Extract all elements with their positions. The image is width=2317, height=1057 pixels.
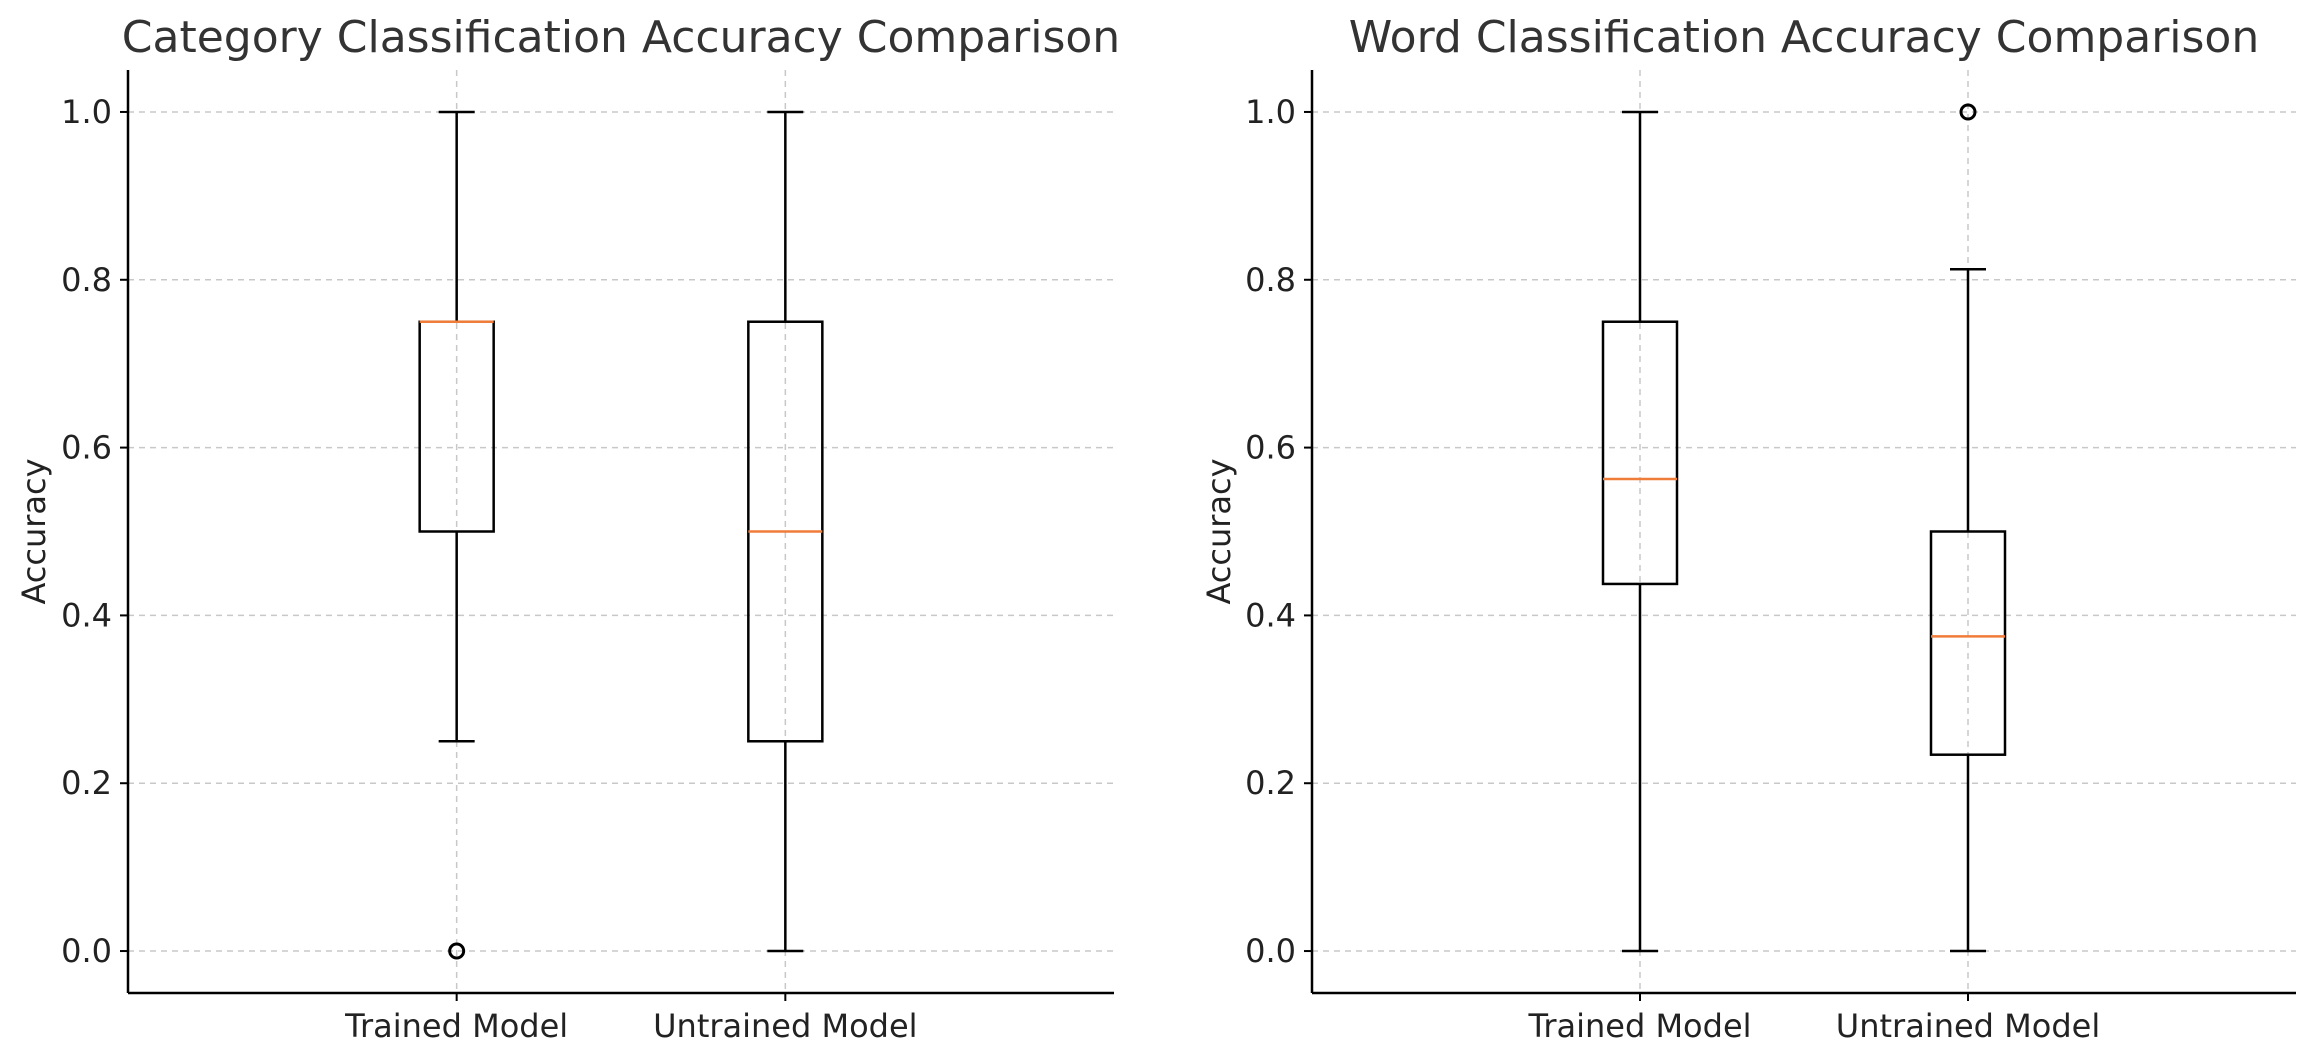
y-axis-label: Accuracy (1200, 458, 1238, 604)
word-accuracy-panel: 0.0 0.2 0.4 0.6 0.8 1.0 Trained Model Untrained… (1200, 12, 2296, 1045)
y-tick-label: 0.4 (61, 596, 112, 634)
box-trained-model (1601, 110, 1679, 953)
outlier-point (448, 942, 466, 960)
y-axis-label: Accuracy (15, 458, 53, 604)
x-tick-label: Untrained Model (653, 1007, 917, 1045)
y-tick-label: 1.0 (1245, 93, 1296, 131)
box-trained-model (418, 110, 495, 960)
iqr-box (1929, 530, 2007, 756)
box-untrained-model (1929, 103, 2007, 953)
x-tick-label: Trained Model (1527, 1007, 1751, 1045)
chart-title: Category Classification Accuracy Compari… (122, 12, 1120, 63)
y-tick-label: 0.0 (61, 932, 112, 970)
y-tick-label: 0.8 (61, 261, 112, 299)
y-tick-label: 0.8 (1245, 261, 1296, 299)
x-tick-label: Untrained Model (1836, 1007, 2100, 1045)
outlier-point (1959, 103, 1977, 121)
y-tick-label: 0.4 (1245, 596, 1296, 634)
y-tick-label: 0.2 (61, 764, 112, 802)
y-tick-label: 0.6 (61, 429, 112, 467)
y-tick-label: 0.0 (1245, 932, 1296, 970)
x-tick-label: Trained Model (344, 1007, 568, 1045)
category-accuracy-panel: 0.0 0.2 0.4 0.6 0.8 1.0 Trained Model Untrained… (15, 12, 1120, 1045)
y-tick-label: 0.6 (1245, 429, 1296, 467)
iqr-box (1601, 320, 1679, 586)
box-untrained-model (747, 110, 824, 953)
y-tick-label: 0.2 (1245, 764, 1296, 802)
y-tick-label: 1.0 (61, 93, 112, 131)
chart-title: Word Classification Accuracy Comparison (1349, 12, 2260, 63)
